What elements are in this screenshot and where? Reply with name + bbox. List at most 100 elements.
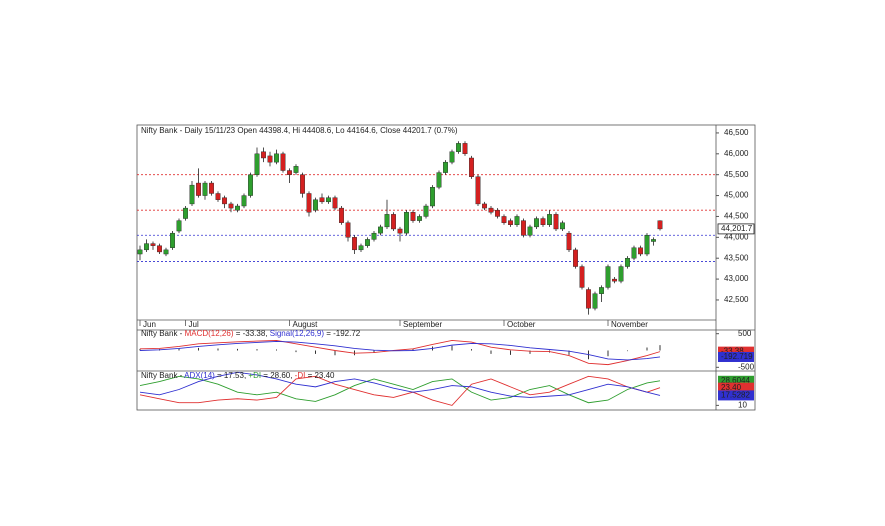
- candle-body: [352, 237, 357, 251]
- candle-body: [371, 232, 377, 240]
- last-price-label: 44,201.7: [721, 224, 753, 233]
- candle-body: [183, 207, 188, 219]
- candle-body: [638, 247, 643, 255]
- month-label: Jun: [143, 320, 156, 329]
- month-label: September: [403, 320, 442, 329]
- value-box: [718, 351, 754, 362]
- candle-body: [475, 176, 481, 205]
- candle-body: [592, 293, 598, 309]
- indicator-line: [139, 371, 661, 398]
- candle-body: [319, 197, 325, 203]
- candle-body: [417, 216, 422, 221]
- chart-title: Nifty Bank - Daily 15/11/23 Open 44398.4…: [141, 126, 458, 135]
- candle-body: [449, 151, 455, 163]
- candle-body: [248, 174, 253, 196]
- legend-part: = -33.38,: [233, 329, 269, 338]
- indicator-line: [139, 339, 661, 366]
- candle-body: [488, 207, 494, 213]
- y-tick-label: 43,500: [724, 253, 749, 262]
- candle-body: [514, 216, 520, 225]
- y-tick-label: 500: [738, 329, 752, 338]
- candle-body: [313, 199, 318, 211]
- candle-body: [397, 228, 403, 234]
- candle-body: [300, 174, 305, 194]
- indicator-line: [139, 375, 661, 404]
- candle-body: [618, 266, 624, 282]
- candle-body: [274, 153, 279, 163]
- candle-body: [332, 197, 338, 209]
- candle-body: [566, 232, 572, 251]
- legend-part: -DI: [295, 371, 306, 380]
- candle-body: [443, 161, 448, 173]
- candle-body: [605, 266, 611, 288]
- legend-part: Nifty Bank -: [141, 329, 185, 338]
- candle-body: [215, 193, 221, 200]
- candle-body: [378, 226, 383, 234]
- y-tick-label: 45,500: [724, 170, 749, 179]
- candle-body: [410, 212, 416, 221]
- candle-body: [202, 182, 208, 196]
- candle-body: [157, 245, 162, 253]
- candle-body: [599, 287, 604, 294]
- candle-body: [241, 195, 247, 207]
- candle-body: [306, 193, 312, 213]
- value-box-label: 23.40: [721, 383, 742, 392]
- value-box-label: 17.5282: [721, 391, 750, 400]
- candle-body: [527, 226, 533, 236]
- panel-legend: Nifty Bank - ADX(14) = 17.53, +DI = 28.6…: [141, 371, 335, 380]
- candle-body: [430, 187, 435, 207]
- candle-body: [365, 239, 370, 246]
- legend-part: Signal(12,26,9): [270, 329, 325, 338]
- candle-body: [612, 278, 617, 282]
- candle-body: [287, 170, 292, 175]
- candle-body: [547, 214, 552, 225]
- value-box-label: -192.719: [721, 352, 753, 361]
- y-tick-label: 46,500: [724, 128, 749, 137]
- candle-body: [482, 203, 487, 209]
- candle-body: [657, 220, 663, 230]
- candle-body: [651, 239, 656, 242]
- candle-body: [391, 214, 396, 230]
- last-price-box: [717, 223, 755, 235]
- candle-body: [501, 216, 507, 223]
- y-tick-label: 43,000: [724, 274, 749, 283]
- candle-body: [436, 172, 442, 188]
- candle-body: [625, 258, 630, 267]
- month-label: October: [507, 320, 536, 329]
- candle-body: [222, 197, 227, 205]
- candle-body: [144, 243, 149, 251]
- month-label: November: [611, 320, 648, 329]
- candle-body: [326, 197, 331, 203]
- candle-body: [358, 245, 364, 251]
- legend-part: = 28.60,: [261, 371, 295, 380]
- indicator-line: [139, 340, 661, 361]
- value-box: [718, 390, 754, 401]
- legend-part: = 23.40: [305, 371, 335, 380]
- candle-body: [573, 249, 578, 267]
- candle-body: [137, 249, 143, 255]
- candle-body: [235, 205, 240, 211]
- y-tick-label: 45,000: [724, 191, 749, 200]
- y-tick-label: 44,000: [724, 232, 749, 241]
- candle-body: [163, 249, 169, 255]
- month-label: Jul: [189, 320, 199, 329]
- y-tick-label: -500: [738, 362, 755, 371]
- legend-part: = 17.53,: [215, 371, 249, 380]
- candle-body: [170, 232, 175, 248]
- legend-part: +DI: [248, 371, 261, 380]
- value-box-label: -33.38: [721, 347, 744, 356]
- candle-body: [280, 153, 286, 171]
- candle-body: [209, 182, 214, 194]
- value-box: [718, 382, 754, 393]
- candle-body: [534, 218, 539, 228]
- candle-body: [423, 205, 429, 217]
- candle-body: [339, 207, 344, 223]
- candle-body: [631, 247, 637, 259]
- candle-body: [384, 214, 390, 228]
- candle-body: [456, 143, 461, 152]
- candle-body: [267, 155, 273, 163]
- value-box: [718, 346, 754, 357]
- candle-body: [521, 220, 526, 236]
- candle-body: [495, 209, 500, 217]
